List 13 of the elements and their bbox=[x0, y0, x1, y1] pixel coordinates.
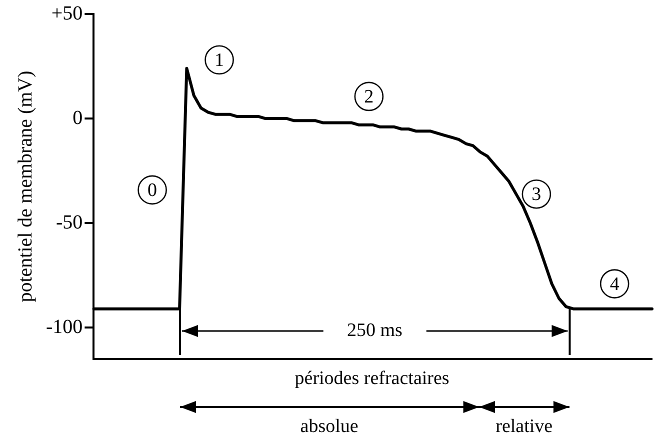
text: relative bbox=[496, 416, 553, 437]
y-tick-label: +50 bbox=[51, 2, 83, 24]
text: absolue bbox=[300, 416, 358, 437]
y-tick-label: -50 bbox=[56, 211, 83, 234]
annotation: 0 bbox=[148, 180, 158, 201]
annotation: 1 bbox=[214, 50, 224, 71]
annotation: 4 bbox=[610, 274, 620, 295]
y-tick-label: 0 bbox=[72, 106, 83, 129]
text: périodes refractaires bbox=[294, 368, 450, 389]
y-tick-label: -100 bbox=[46, 316, 83, 338]
annotation: 2 bbox=[364, 86, 374, 108]
annotation: 3 bbox=[532, 184, 542, 206]
y-axis-title: potentiel de membrane (mV) bbox=[14, 70, 36, 302]
